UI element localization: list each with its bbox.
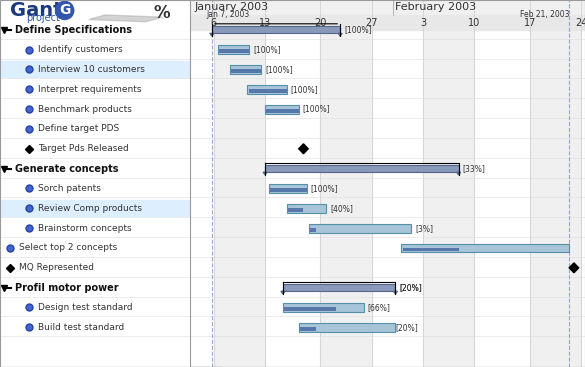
Text: %: % (153, 4, 170, 22)
Bar (190, 15, 585, 30)
Text: January 2003: January 2003 (194, 1, 268, 11)
Bar (530, 0, 581, 367)
Bar (270, 188, 307, 192)
Text: Feb 21, 2003: Feb 21, 2003 (519, 10, 569, 19)
Text: project: project (27, 14, 60, 23)
Text: [100%]: [100%] (344, 25, 371, 34)
Text: 3: 3 (420, 18, 426, 28)
Text: 27: 27 (366, 18, 378, 28)
Polygon shape (569, 263, 579, 273)
Text: 17: 17 (524, 18, 536, 28)
Text: MQ Represented: MQ Represented (19, 263, 94, 272)
Text: [100%]: [100%] (253, 45, 281, 54)
Text: Brainstorm concepts: Brainstorm concepts (38, 224, 132, 233)
Text: Design test standard: Design test standard (38, 303, 133, 312)
Bar (0, 0, 190, 30)
Polygon shape (281, 291, 285, 294)
Bar (402, 248, 459, 251)
Text: 24: 24 (575, 18, 585, 28)
Bar (249, 89, 287, 93)
Bar (283, 284, 395, 291)
Text: Gantt: Gantt (9, 1, 71, 20)
Polygon shape (457, 172, 460, 175)
Bar (0, 200, 190, 216)
Text: Target Pds Released: Target Pds Released (38, 144, 129, 153)
Text: Build test standard: Build test standard (38, 323, 124, 332)
Bar (231, 69, 261, 73)
Text: [20%]: [20%] (400, 283, 422, 292)
Text: [100%]: [100%] (302, 105, 331, 114)
Text: [40%]: [40%] (331, 204, 353, 213)
Polygon shape (210, 33, 214, 36)
Text: [66%]: [66%] (368, 303, 391, 312)
Text: 6: 6 (211, 18, 217, 28)
Polygon shape (299, 144, 308, 154)
Text: Select top 2 concepts: Select top 2 concepts (19, 243, 117, 252)
Text: [100%]: [100%] (291, 85, 318, 94)
Bar (284, 308, 336, 311)
Bar (283, 303, 364, 312)
Bar (214, 0, 265, 367)
Bar (300, 327, 316, 331)
Text: Sorch patents: Sorch patents (38, 184, 101, 193)
Bar (266, 109, 299, 113)
Bar (309, 224, 411, 233)
Bar (265, 105, 299, 113)
Polygon shape (338, 33, 342, 36)
Text: [100%]: [100%] (311, 184, 338, 193)
Bar (190, 0, 585, 15)
Text: February 2003: February 2003 (395, 1, 477, 11)
Bar (229, 65, 261, 74)
Bar (0, 0, 190, 30)
Text: [20%]: [20%] (395, 323, 418, 332)
Bar (247, 85, 287, 94)
Bar (310, 228, 316, 232)
Text: 13: 13 (259, 18, 271, 28)
Bar (219, 50, 249, 53)
Bar (321, 0, 372, 367)
Bar (218, 45, 249, 54)
Text: Jan 7, 2003: Jan 7, 2003 (206, 10, 249, 19)
Polygon shape (394, 291, 397, 294)
Text: Benchmark products: Benchmark products (38, 105, 132, 114)
Bar (423, 0, 474, 367)
Bar (401, 244, 569, 252)
Bar (212, 26, 340, 33)
Text: Interpret requirements: Interpret requirements (38, 85, 142, 94)
Bar (299, 323, 395, 332)
Text: [20%]: [20%] (400, 283, 422, 292)
Text: Review Comp products: Review Comp products (38, 204, 142, 213)
Bar (288, 208, 302, 212)
Polygon shape (263, 172, 267, 175)
Bar (0, 62, 190, 77)
Text: Define target PDS: Define target PDS (38, 124, 119, 134)
Text: Interview 10 customers: Interview 10 customers (38, 65, 145, 74)
Text: 10: 10 (469, 18, 480, 28)
Bar (89, 15, 162, 22)
Text: Generate concepts: Generate concepts (15, 164, 119, 174)
Text: [33%]: [33%] (463, 164, 486, 173)
Text: Profil motor power: Profil motor power (15, 283, 119, 292)
Text: [100%]: [100%] (265, 65, 292, 74)
Text: Define Specifications: Define Specifications (15, 25, 132, 35)
Text: [3%]: [3%] (415, 224, 433, 233)
Text: G: G (59, 3, 70, 17)
Bar (265, 165, 459, 172)
Bar (269, 184, 307, 193)
Text: Identify customers: Identify customers (38, 45, 123, 54)
Text: 20: 20 (314, 18, 326, 28)
Bar (287, 204, 326, 213)
